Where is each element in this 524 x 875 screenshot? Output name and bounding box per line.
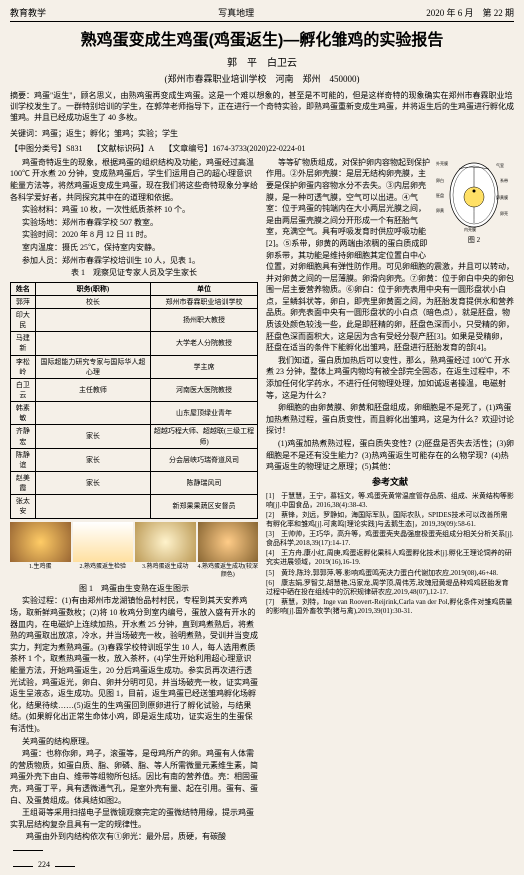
cell: 李松岭 [11,355,36,378]
cell: 郑州市春霖职业培训学校 [151,295,258,308]
cell: 大学老人分院教授 [151,332,258,355]
analysis: 我们知道，蛋白质加热后可以变性，那么，熟鸡蛋经过 100℃ 开水煮 23 分钟，… [266,355,514,401]
cell: 超越巧程大师、超越联(三级工程师) [151,425,258,448]
ref7: [7] 蔡慧，刘特，Inge van Roovert-Reijrink,Carl… [266,598,514,616]
table1-caption: 表 1 观察见证专家人员及学生家长 [10,267,258,279]
cell: 国际超能力研究专家与国际华人超心理 [35,355,150,378]
q2: (1)鸡蛋加热煮熟过程，蛋白质失变性？(2)胚盘是否失去活性；(3)卵细胞是不是… [266,438,514,473]
cell: 白卫云 [11,378,36,401]
fig1-3 [135,522,196,562]
header-right: 2020 年 6 月 第 22 期 [426,6,514,19]
svg-text:系带: 系带 [500,177,508,183]
svg-text:外壳膜: 外壳膜 [436,160,448,166]
ref4: [4] 王方舟,康小红,周庚,鸡蛋返孵化果科人鸡蛋孵化技术[j].孵化王理论饲养… [266,549,514,567]
cell: 郭萍 [11,295,36,308]
svg-text:内壳膜: 内壳膜 [464,226,476,232]
cell [35,495,150,518]
cell: 张太安 [11,495,36,518]
fig1-main-caption: 图 1 鸡蛋由生变熟在返生图示 [10,583,258,595]
wxbs: 【文献标识码】A [92,143,154,154]
cell: 新郑果果蔬区安督员 [151,495,258,518]
cell [35,402,150,425]
cell: 主任教师 [35,378,150,401]
ref3: [3] 王帅帅，王巧华，高升等，鸡蛋蛋壳夹晶强度极蛋壳组成分相关分析关系[j].… [266,530,514,548]
left-column: 鸡蛋奇特返生的现象，根据鸡蛋的组织结构及功能，鸡蛋经过高温 100℃ 开水煮 2… [10,157,258,856]
cell: 校长 [35,295,150,308]
cell: 河南医大医院教授 [151,378,258,401]
egg-structure: 鸡蛋：也称你卵，鸡子，滚蛋等，是母鸡所产的卵。鸡蛋有人体需的营质物质，如蛋白质、… [10,748,258,806]
ztfl: 【中图分类号】S831 [10,143,82,154]
egg-diagram: 外壳膜 气室 卵白 系带 胚盘 卵黄膜 卵黄 卵壳 内壳膜 图 2 [434,157,514,247]
fig2-caption: 图 2 [434,235,514,245]
svg-text:气室: 气室 [496,162,504,168]
fig1cap1: 1.生鸡蛋 [10,563,71,572]
cell: 齐静宏 [11,425,36,448]
svg-text:卵黄膜: 卵黄膜 [496,194,508,200]
cell: 马建新 [11,332,36,355]
fig1cap3: 3.熟鸡蛋返生成功 [135,563,196,572]
questions: 卵细胞的由卵黄膜、卵黄和胚盘组成，卵细胞是不是死了，(1)鸡蛋加热煮熟过程，蛋白… [266,402,514,437]
affiliation: (郑州市春霖职业培训学校 河南 郑州 450000) [10,72,514,85]
cell: 学主席 [151,355,258,378]
cell: 赵美霞 [11,471,36,494]
header-center: 写真地理 [218,6,254,19]
ref-title: 参考文献 [266,476,514,489]
cell: 扬州职大教授 [151,308,258,331]
th1: 职务(职称) [35,282,150,295]
svg-text:卵黄: 卵黄 [436,207,444,213]
egg-beam: 王组哥等采用扫描电子显微镜观察完定的蛋微结特用缘，提示鸡蛋实乳层结构复杂且具有一… [10,807,258,830]
process: 实验过程：(1)有由郑州市龙湖镇怡品村村民，专程到其天安养鸡场，取新鲜鸡蛋数枚；… [10,595,258,734]
cell [35,308,150,331]
cell: 家长 [35,448,150,471]
cell: 家长 [35,425,150,448]
figure1-row: 1.生鸡蛋 2.熟鸡蛋返生检验 3.熟鸡蛋返生成功 4.熟鸡蛋返生成功(较深颜色… [10,522,258,580]
intro: 鸡蛋奇特返生的现象，根据鸡蛋的组织结构及功能，鸡蛋经过高温 100℃ 开水煮 2… [10,157,258,203]
cell: 印大民 [11,308,36,331]
right-column: 外壳膜 气室 卵白 系带 胚盘 卵黄膜 卵黄 卵壳 内壳膜 图 2 等等矿物质组… [266,157,514,856]
header-left: 教育教学 [10,6,46,19]
cell: 家长 [35,471,150,494]
ref1: [1] 于慧慧，王宁，慕钰文，等.鸡蛋壳黄常温度管存品质、组成、米黄结构等影响[… [266,492,514,510]
th0: 姓名 [11,282,36,295]
fig1-1 [10,522,71,562]
page-number: 224 [10,860,514,869]
references: [1] 于慧慧，王宁，慕钰文，等.鸡蛋壳黄常温度管存品质、组成、米黄结构等影响[… [266,492,514,616]
egg-structure-title: 关鸡蛋的结构原理。 [10,736,258,748]
cell [35,332,150,355]
svg-text:胚盘: 胚盘 [436,192,444,198]
exp-place: 实验场地：郑州市春霖学校 507 教室。 [10,217,258,229]
cell: 陈静谊 [11,448,36,471]
ref2: [2] 蔡锋，刘远，罗静如，海国际军队，国际农队，SPIDES技术可以改善所需有… [266,511,514,529]
egg-by: 鸡蛋由外到内结构依次有①卵光：最外层，质硬，有碳酸 [10,831,258,854]
fig1cap2: 2.熟鸡蛋返生检验 [73,563,134,572]
exp-attend: 参加人员：郑州市春霖学校培训生 10 人，见表 1。 [10,255,258,267]
ref5: [5] 黄玲,陈玲,郭郭萍,等.影响鸡蛋鸣壳决力蛋白代谢加农应,2019(08)… [266,569,514,578]
page-num-val: 224 [38,860,50,869]
cell: 陈静瑞风司 [151,471,258,494]
table1: 姓名 职务(职称) 单位 郭萍校长郑州市春霖职业培训学校 印大民 扬州职大教授 马… [10,282,258,519]
abstract: 摘要：鸡蛋"返生"，顾名思义，由熟鸡蛋再变成生鸡蛋。这是一个难以想象的，甚至是不… [10,90,514,124]
fig1-2 [73,522,134,562]
cell: 韩素敏 [11,402,36,425]
authors: 郭 平 白卫云 [10,54,514,69]
fig1cap4: 4.熟鸡蛋返生成功(较深颜色) [198,563,259,580]
cell: 分会层峡巧瑞脊道风司 [151,448,258,471]
svg-text:卵壳: 卵壳 [500,210,508,216]
svg-text:卵白: 卵白 [436,177,444,183]
th2: 单位 [151,282,258,295]
keywords: 关键词：鸡蛋；返生；孵化；雏鸡；实验；学生 [10,128,514,139]
ref6: [6] 康志娟,罗智艾,胡慧艳,冯家龙,周学顶,周伟芳,玫瑰冠黄堤品种鸡鸡胚胎发… [266,579,514,597]
exp-time: 实验时间：2020 年 8 月 12 日 11 时。 [10,229,258,241]
fig1-4 [198,522,259,562]
article-title: 熟鸡蛋变成生鸡蛋(鸡蛋返生)—孵化雏鸡的实验报告 [10,26,514,50]
cell: 山东屋顶绿业青年 [151,402,258,425]
wzbh: 【文章编号】1674-3733(2020)22-0224-01 [164,143,305,154]
exp-temp: 室内温度：摄氏 25℃，保持室内安静。 [10,242,258,254]
exp-material: 实验材料：鸡蛋 10 枚，一次性纸质茶杯 10 个。 [10,204,258,216]
